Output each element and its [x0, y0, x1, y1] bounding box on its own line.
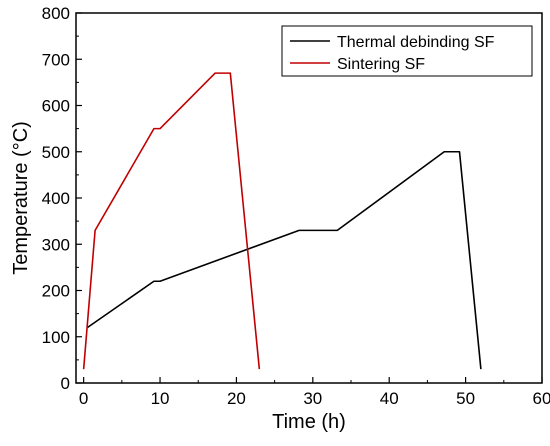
- y-tick-label: 0: [61, 374, 70, 393]
- x-tick-label: 10: [151, 389, 170, 408]
- x-tick-label: 50: [456, 389, 475, 408]
- y-tick-label: 300: [42, 235, 70, 254]
- y-tick-label: 500: [42, 143, 70, 162]
- x-tick-label: 0: [79, 389, 88, 408]
- y-tick-label: 700: [42, 50, 70, 69]
- x-axis-title: Time (h): [272, 411, 346, 433]
- y-tick-label: 800: [42, 4, 70, 23]
- tick-marks: [76, 12, 543, 384]
- y-tick-label: 600: [42, 97, 70, 116]
- legend-box: [281, 25, 533, 77]
- x-tick-label: 30: [303, 389, 322, 408]
- legend-label-thermal-debinding: Thermal debinding SF: [337, 34, 495, 51]
- y-axis-title: Temperature (°C): [10, 121, 32, 275]
- x-tick-label: 20: [227, 389, 246, 408]
- series-lines: [82, 72, 482, 370]
- x-tick-label: 60: [533, 389, 550, 408]
- y-tick-label: 100: [42, 328, 70, 347]
- legend-label-sintering: Sintering SF: [337, 56, 425, 73]
- x-tick-label: 40: [380, 389, 399, 408]
- y-tick-label: 200: [42, 282, 70, 301]
- y-tick-label: 400: [42, 189, 70, 208]
- series-line-thermal-debinding: [87, 150, 482, 370]
- legend: Thermal debinding SF Sintering SF: [281, 25, 533, 77]
- series-line-sintering: [82, 72, 261, 370]
